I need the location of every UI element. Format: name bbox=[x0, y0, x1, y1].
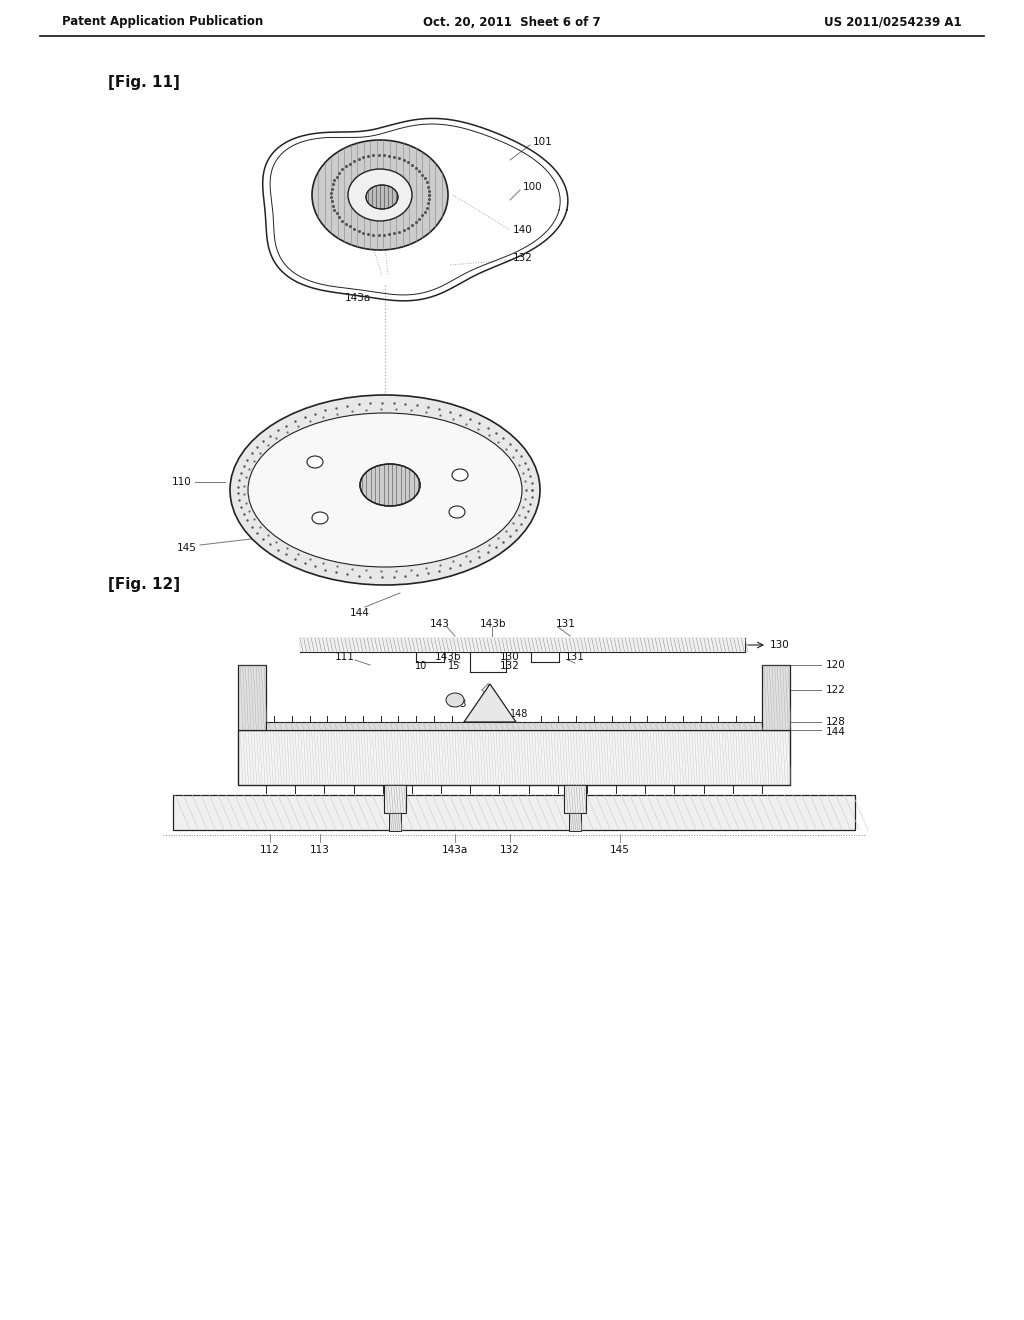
Text: 145: 145 bbox=[610, 845, 630, 855]
Text: 143b: 143b bbox=[480, 619, 507, 630]
Ellipse shape bbox=[348, 169, 412, 220]
Text: 100: 100 bbox=[523, 182, 543, 191]
Bar bbox=[173, 795, 855, 830]
Text: 128: 128 bbox=[826, 717, 846, 727]
Text: 132: 132 bbox=[513, 253, 532, 263]
Bar bbox=[389, 813, 401, 832]
Bar bbox=[762, 665, 790, 730]
Text: 132: 132 bbox=[500, 845, 520, 855]
Bar bbox=[569, 813, 581, 832]
Ellipse shape bbox=[307, 455, 323, 469]
Text: Patent Application Publication: Patent Application Publication bbox=[62, 16, 263, 29]
Ellipse shape bbox=[312, 140, 449, 249]
Text: 145: 145 bbox=[177, 543, 197, 553]
Bar bbox=[564, 785, 586, 813]
Ellipse shape bbox=[449, 506, 465, 517]
Text: 10: 10 bbox=[415, 661, 427, 671]
Text: 144: 144 bbox=[350, 609, 370, 618]
Text: 140: 140 bbox=[513, 224, 532, 235]
Text: 131: 131 bbox=[556, 619, 575, 630]
Text: [Fig. 12]: [Fig. 12] bbox=[108, 577, 180, 591]
Text: 143: 143 bbox=[449, 700, 467, 709]
Bar bbox=[266, 722, 762, 730]
Text: US 2011/0254239 A1: US 2011/0254239 A1 bbox=[824, 16, 962, 29]
Text: 15: 15 bbox=[449, 661, 461, 671]
Text: 120: 120 bbox=[826, 660, 846, 671]
Bar bbox=[238, 665, 266, 730]
Text: 143a: 143a bbox=[345, 293, 372, 304]
Text: 130: 130 bbox=[770, 640, 790, 649]
Text: 131: 131 bbox=[565, 652, 585, 663]
Ellipse shape bbox=[312, 512, 328, 524]
Text: 132: 132 bbox=[500, 661, 520, 671]
Text: 130: 130 bbox=[500, 652, 520, 663]
Text: 143a: 143a bbox=[442, 845, 468, 855]
Text: Oct. 20, 2011  Sheet 6 of 7: Oct. 20, 2011 Sheet 6 of 7 bbox=[423, 16, 601, 29]
Ellipse shape bbox=[366, 185, 398, 209]
Text: [Fig. 11]: [Fig. 11] bbox=[108, 74, 180, 90]
Ellipse shape bbox=[452, 469, 468, 480]
Text: 112: 112 bbox=[260, 845, 280, 855]
Text: 113: 113 bbox=[310, 845, 330, 855]
Bar bbox=[238, 730, 790, 785]
Text: 143a: 143a bbox=[469, 727, 496, 737]
Text: 111: 111 bbox=[335, 652, 355, 663]
Text: 143: 143 bbox=[430, 619, 450, 630]
Ellipse shape bbox=[446, 693, 464, 708]
Ellipse shape bbox=[248, 413, 522, 568]
Text: 122: 122 bbox=[826, 685, 846, 696]
Text: 144: 144 bbox=[826, 727, 846, 737]
Text: 101: 101 bbox=[534, 137, 553, 147]
Bar bbox=[384, 785, 406, 813]
Polygon shape bbox=[464, 684, 516, 722]
Text: 110: 110 bbox=[172, 477, 193, 487]
Bar bbox=[300, 638, 745, 652]
Ellipse shape bbox=[360, 465, 420, 506]
Text: 148: 148 bbox=[510, 709, 528, 719]
Text: 143b: 143b bbox=[435, 652, 462, 663]
Ellipse shape bbox=[230, 395, 540, 585]
